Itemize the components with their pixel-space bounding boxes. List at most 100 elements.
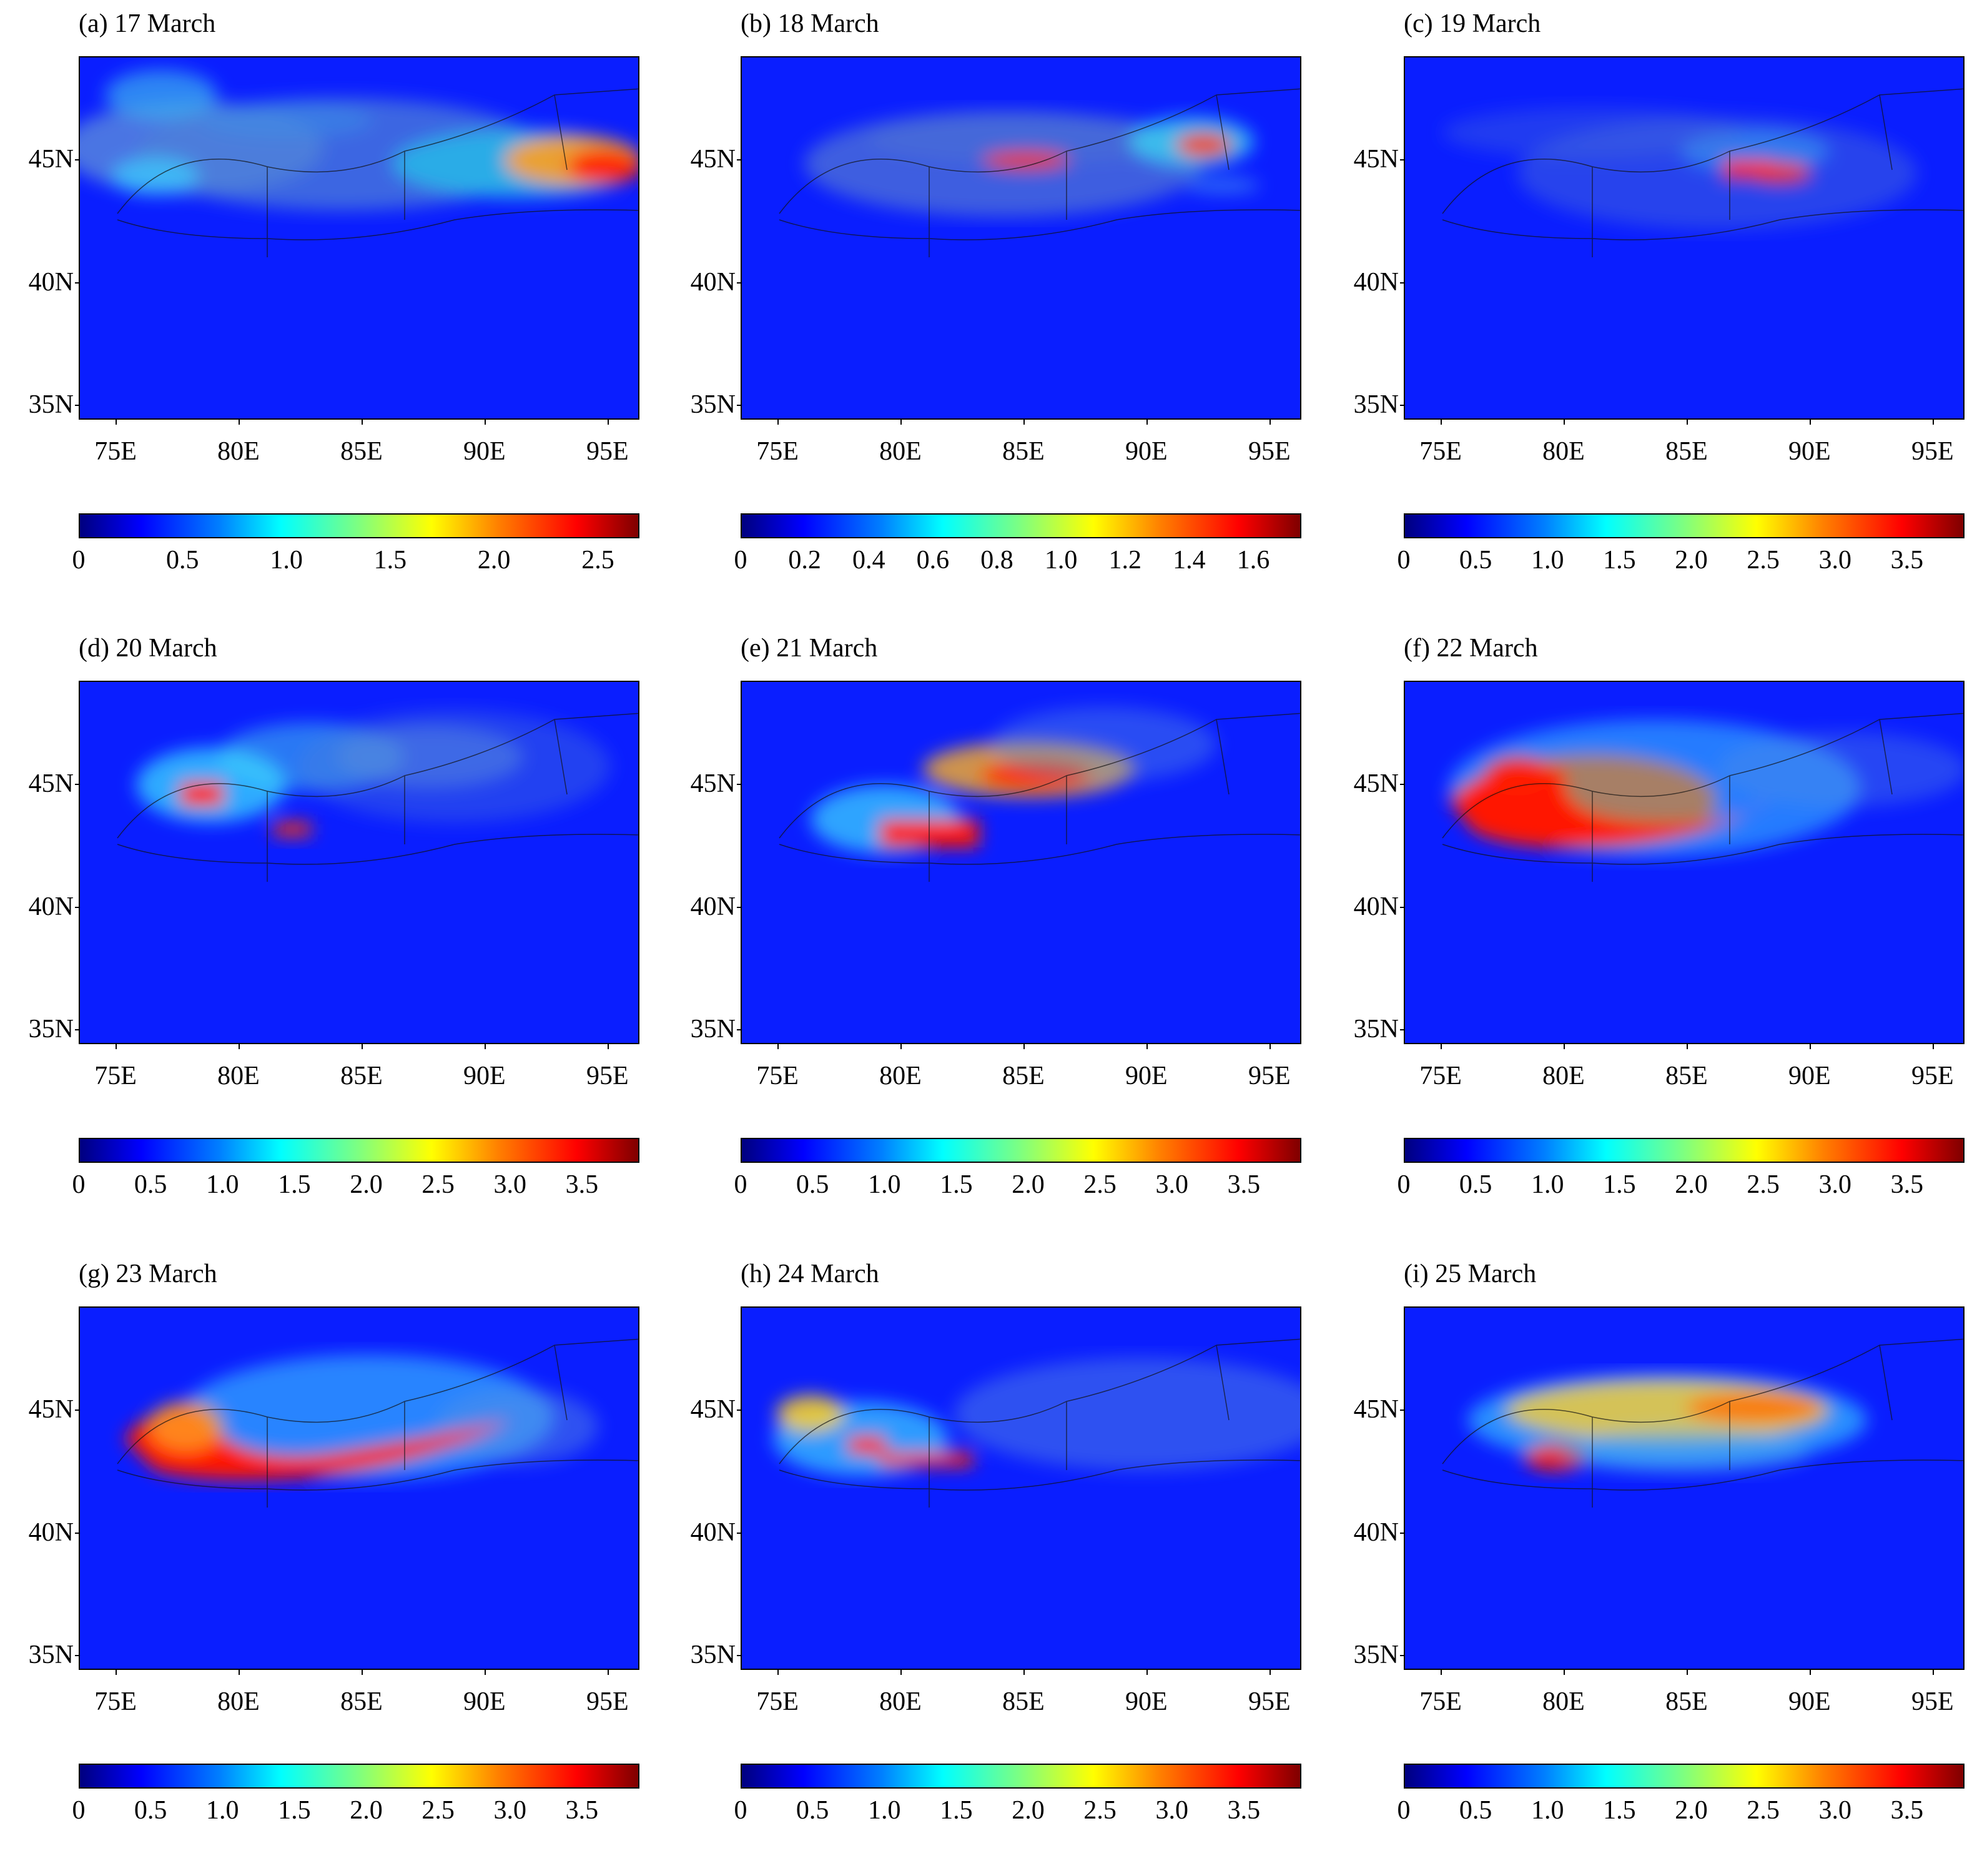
lon-tick	[1686, 1670, 1688, 1675]
lon-tick	[607, 420, 609, 425]
lat-tick-label: 35N	[690, 390, 736, 420]
lon-tick-label: 85E	[1002, 437, 1045, 466]
colorbar-tick-label: 1.5	[1603, 1170, 1636, 1199]
lon-tick-label: 85E	[340, 1687, 383, 1716]
lon-tick-label: 95E	[1911, 1687, 1954, 1716]
aod-map	[741, 1306, 1301, 1670]
colorbar-tick-label: 2.5	[422, 1796, 455, 1825]
aod-field	[1442, 713, 1963, 882]
colorbar	[1404, 1764, 1965, 1789]
colorbar-tick-label: 2.0	[1012, 1796, 1045, 1825]
lat-tick	[1400, 784, 1405, 786]
lon-tick	[1023, 420, 1025, 425]
lat-tick-label: 35N	[28, 1015, 74, 1044]
aerosol-plume	[567, 149, 638, 184]
panel-title: (a) 17 March	[79, 9, 216, 38]
lon-tick	[1686, 420, 1688, 425]
lat-tick	[737, 906, 742, 908]
colorbar-tick-label: 0	[72, 1170, 86, 1199]
lon-tick	[484, 1670, 486, 1675]
lat-tick	[75, 1532, 80, 1534]
boundary-lines	[1442, 713, 1963, 882]
aod-map	[79, 56, 639, 420]
lat-tick	[737, 1532, 742, 1534]
aerosol-plume	[180, 782, 224, 807]
aod-map	[1404, 1306, 1965, 1670]
lat-tick	[75, 405, 80, 407]
colorbar-tick-label: 0.5	[134, 1796, 167, 1825]
colorbar-tick-label: 1.0	[206, 1170, 239, 1199]
aerosol-plume	[879, 1453, 973, 1466]
colorbar-tick-label: 0.2	[788, 546, 821, 575]
colorbar-tick-label: 0.8	[980, 546, 1013, 575]
lon-tick-label: 90E	[1788, 1062, 1831, 1090]
colorbar-tick-label: 1.2	[1108, 546, 1142, 575]
lon-tick	[1441, 1044, 1442, 1049]
colorbar-tick-label: 1.5	[940, 1796, 973, 1825]
colorbar-tick-label: 0	[734, 1796, 747, 1825]
lat-tick-label: 35N	[690, 1641, 736, 1670]
lon-tick	[239, 1670, 240, 1675]
colorbar-tick-label: 1.6	[1236, 546, 1270, 575]
colorbar-tick-label: 2.5	[422, 1170, 455, 1199]
colorbar-tick-label: 0	[1397, 1170, 1411, 1199]
lat-tick	[737, 784, 742, 786]
lon-tick	[1269, 1044, 1271, 1049]
panel-title: (d) 20 March	[79, 634, 217, 663]
panel-title: (g) 23 March	[79, 1260, 217, 1288]
aerosol-plume	[1176, 132, 1232, 157]
colorbar-tick-label: 2.5	[1083, 1170, 1117, 1199]
lat-tick	[737, 159, 742, 161]
colorbar-tick-label: 0	[1397, 1796, 1411, 1825]
colorbar	[741, 1138, 1301, 1163]
aod-field	[117, 710, 638, 882]
aerosol-plume	[124, 1406, 511, 1480]
colorbar-tick-label: 1.0	[868, 1796, 901, 1825]
lat-tick	[737, 1029, 742, 1031]
lat-tick-label: 45N	[28, 769, 74, 799]
colorbar	[741, 1764, 1301, 1789]
aerosol-plume	[1686, 1392, 1823, 1423]
lat-tick	[737, 405, 742, 407]
lon-tick-label: 75E	[756, 1062, 799, 1090]
boundary-lines	[1442, 1338, 1963, 1508]
colorbar-tick-label: 1.0	[206, 1796, 239, 1825]
lon-tick	[1932, 420, 1934, 425]
colorbar-tick-label: 1.0	[270, 546, 303, 575]
aod-field	[1442, 1338, 1963, 1508]
lon-tick-label: 75E	[1419, 437, 1462, 466]
lon-tick	[1809, 1044, 1811, 1049]
aerosol-plume	[1717, 732, 1963, 807]
colorbar-tick-label: 3.5	[565, 1796, 599, 1825]
colorbar	[79, 1138, 639, 1163]
colorbar-tick-label: 3.0	[1818, 1796, 1852, 1825]
lat-tick	[1400, 1532, 1405, 1534]
lon-tick	[1932, 1670, 1934, 1675]
lon-tick-label: 80E	[879, 437, 922, 466]
lat-tick-label: 40N	[1353, 267, 1399, 297]
lon-tick	[1564, 1044, 1565, 1049]
lat-tick-label: 45N	[690, 145, 736, 174]
colorbar-tick-label: 3.5	[1890, 546, 1924, 575]
colorbar	[1404, 513, 1965, 538]
lon-tick	[116, 1044, 117, 1049]
boundary-lines	[117, 1338, 638, 1508]
aerosol-plume	[199, 101, 373, 139]
lon-tick	[1932, 1044, 1934, 1049]
aod-map	[1404, 681, 1965, 1044]
lat-tick-label: 45N	[690, 1395, 736, 1424]
lat-tick-label: 35N	[1353, 1641, 1399, 1670]
colorbar-tick-label: 0.5	[796, 1170, 829, 1199]
colorbar-tick-label: 2.5	[1747, 1796, 1780, 1825]
lat-tick-label: 45N	[28, 1395, 74, 1424]
colorbar-tick-label: 3.5	[1227, 1170, 1261, 1199]
aerosol-plume	[436, 1389, 598, 1464]
colorbar-tick-label: 2.5	[1747, 1170, 1780, 1199]
lon-tick-label: 75E	[756, 437, 799, 466]
lon-tick-label: 90E	[463, 437, 506, 466]
colorbar-tick-label: 0.5	[1459, 546, 1492, 575]
boundary-lines	[117, 713, 638, 882]
lat-tick-label: 40N	[690, 1518, 736, 1547]
lon-tick	[239, 420, 240, 425]
lat-tick	[75, 282, 80, 284]
